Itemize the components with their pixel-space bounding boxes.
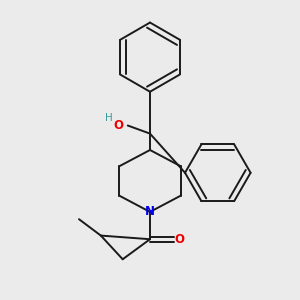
Text: O: O [175,233,184,246]
Text: O: O [113,119,123,132]
Text: H: H [105,112,113,122]
Text: N: N [145,205,155,218]
